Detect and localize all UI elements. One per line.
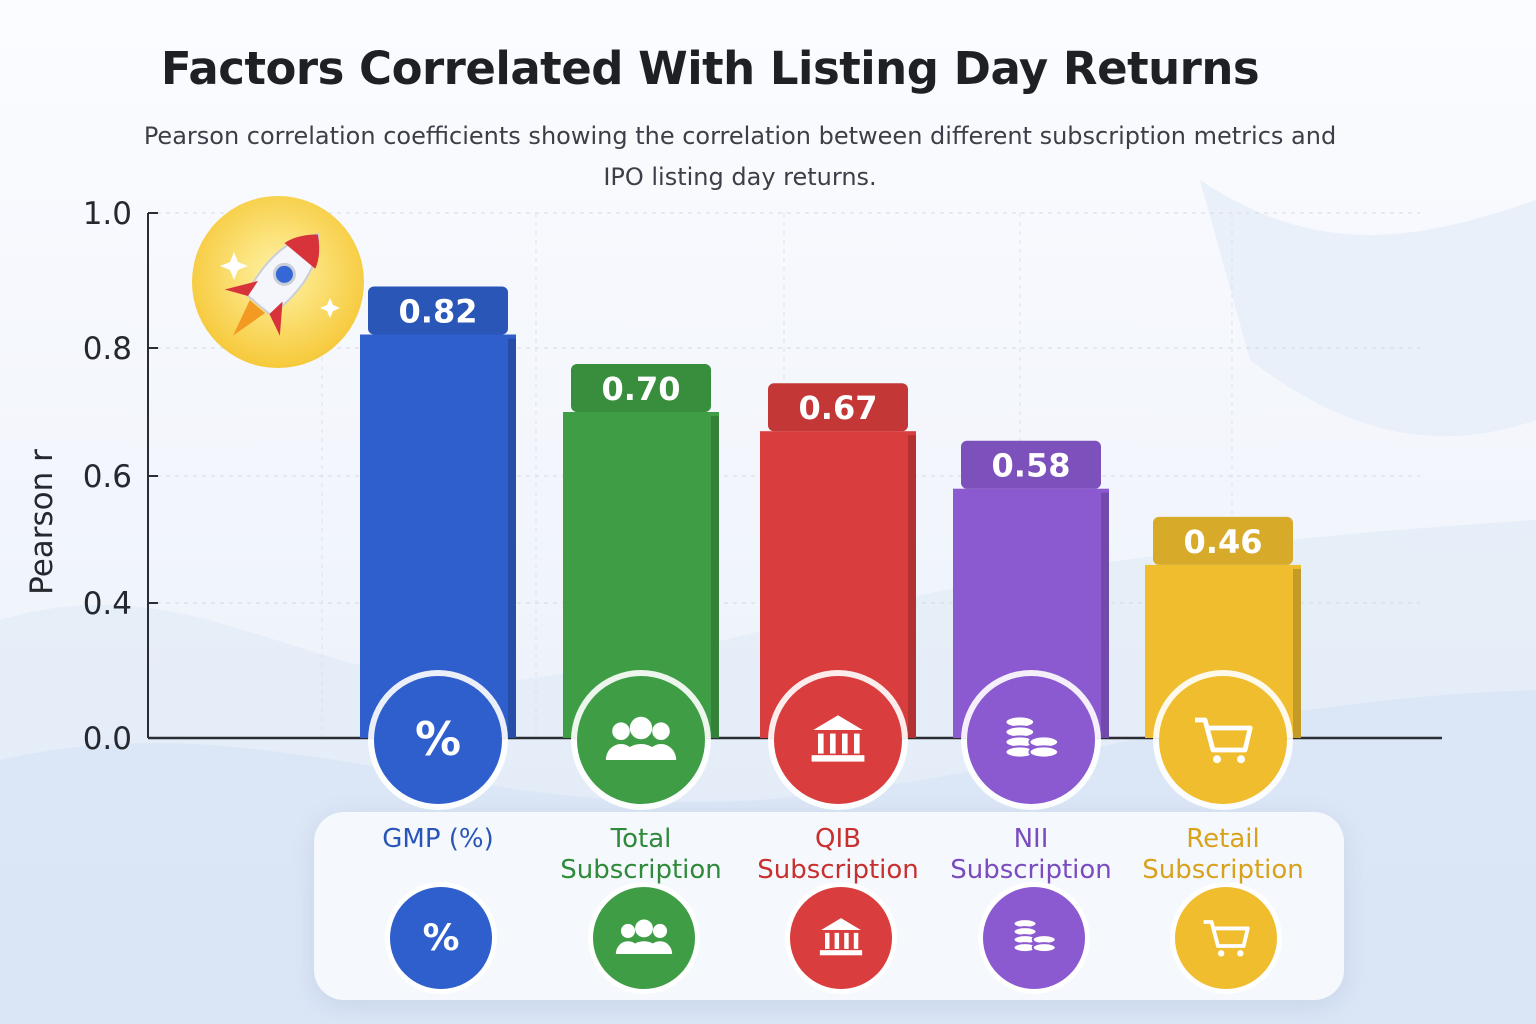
- bar-value-tab: [571, 364, 711, 412]
- bar-side-shade: [1101, 492, 1109, 738]
- bar-side-shade: [1293, 568, 1301, 738]
- svg-text:%: %: [423, 916, 460, 959]
- bank-building-icon: [785, 882, 897, 994]
- y-tick-label: 1.0: [83, 196, 132, 232]
- bar-data-label: 0.82: [399, 293, 478, 331]
- people-group-icon: [588, 882, 700, 994]
- shopping-cart-icon: [1153, 670, 1293, 810]
- people-group-icon: [571, 670, 711, 810]
- svg-text:%: %: [415, 712, 461, 766]
- bar-data-label: 0.58: [992, 447, 1071, 485]
- bar-side-shade: [908, 435, 916, 738]
- bar-data-label: 0.46: [1184, 523, 1263, 561]
- bar-value-tab: [961, 440, 1101, 489]
- category-label: NII Subscription: [950, 824, 1112, 885]
- y-tick-label: 0.6: [83, 459, 132, 495]
- bar-data-label: 0.67: [799, 389, 878, 427]
- category-label: QIB Subscription: [757, 824, 919, 885]
- percent-icon: %: [368, 670, 508, 810]
- percent-icon: %: [385, 882, 497, 994]
- chart-subtitle: Pearson correlation coefficients showing…: [143, 122, 1337, 191]
- chart-title: Factors Correlated With Listing Day Retu…: [160, 42, 1260, 95]
- y-tick-label: 0.4: [83, 586, 132, 622]
- y-tick-label: 0.8: [83, 331, 132, 367]
- bar-data-label: 0.70: [602, 370, 681, 408]
- coin-stack-icon: [978, 882, 1090, 994]
- category-label: GMP (%): [382, 824, 494, 854]
- rocket-icon: [192, 196, 364, 368]
- category-label: Total Subscription: [560, 824, 722, 885]
- coin-stack-icon: [961, 670, 1101, 810]
- bar-side-shade: [508, 338, 516, 738]
- bar-value-tab: [368, 286, 508, 335]
- bar-side-shade: [711, 416, 719, 738]
- shopping-cart-icon: [1170, 882, 1282, 994]
- category-label: Retail Subscription: [1142, 824, 1304, 885]
- y-tick-label: 0.0: [83, 721, 132, 757]
- bank-building-icon: [768, 670, 908, 810]
- y-axis-label: Pearson r: [24, 449, 60, 595]
- bar-value-tab: [768, 383, 908, 432]
- bar-value-tab: [1153, 516, 1293, 565]
